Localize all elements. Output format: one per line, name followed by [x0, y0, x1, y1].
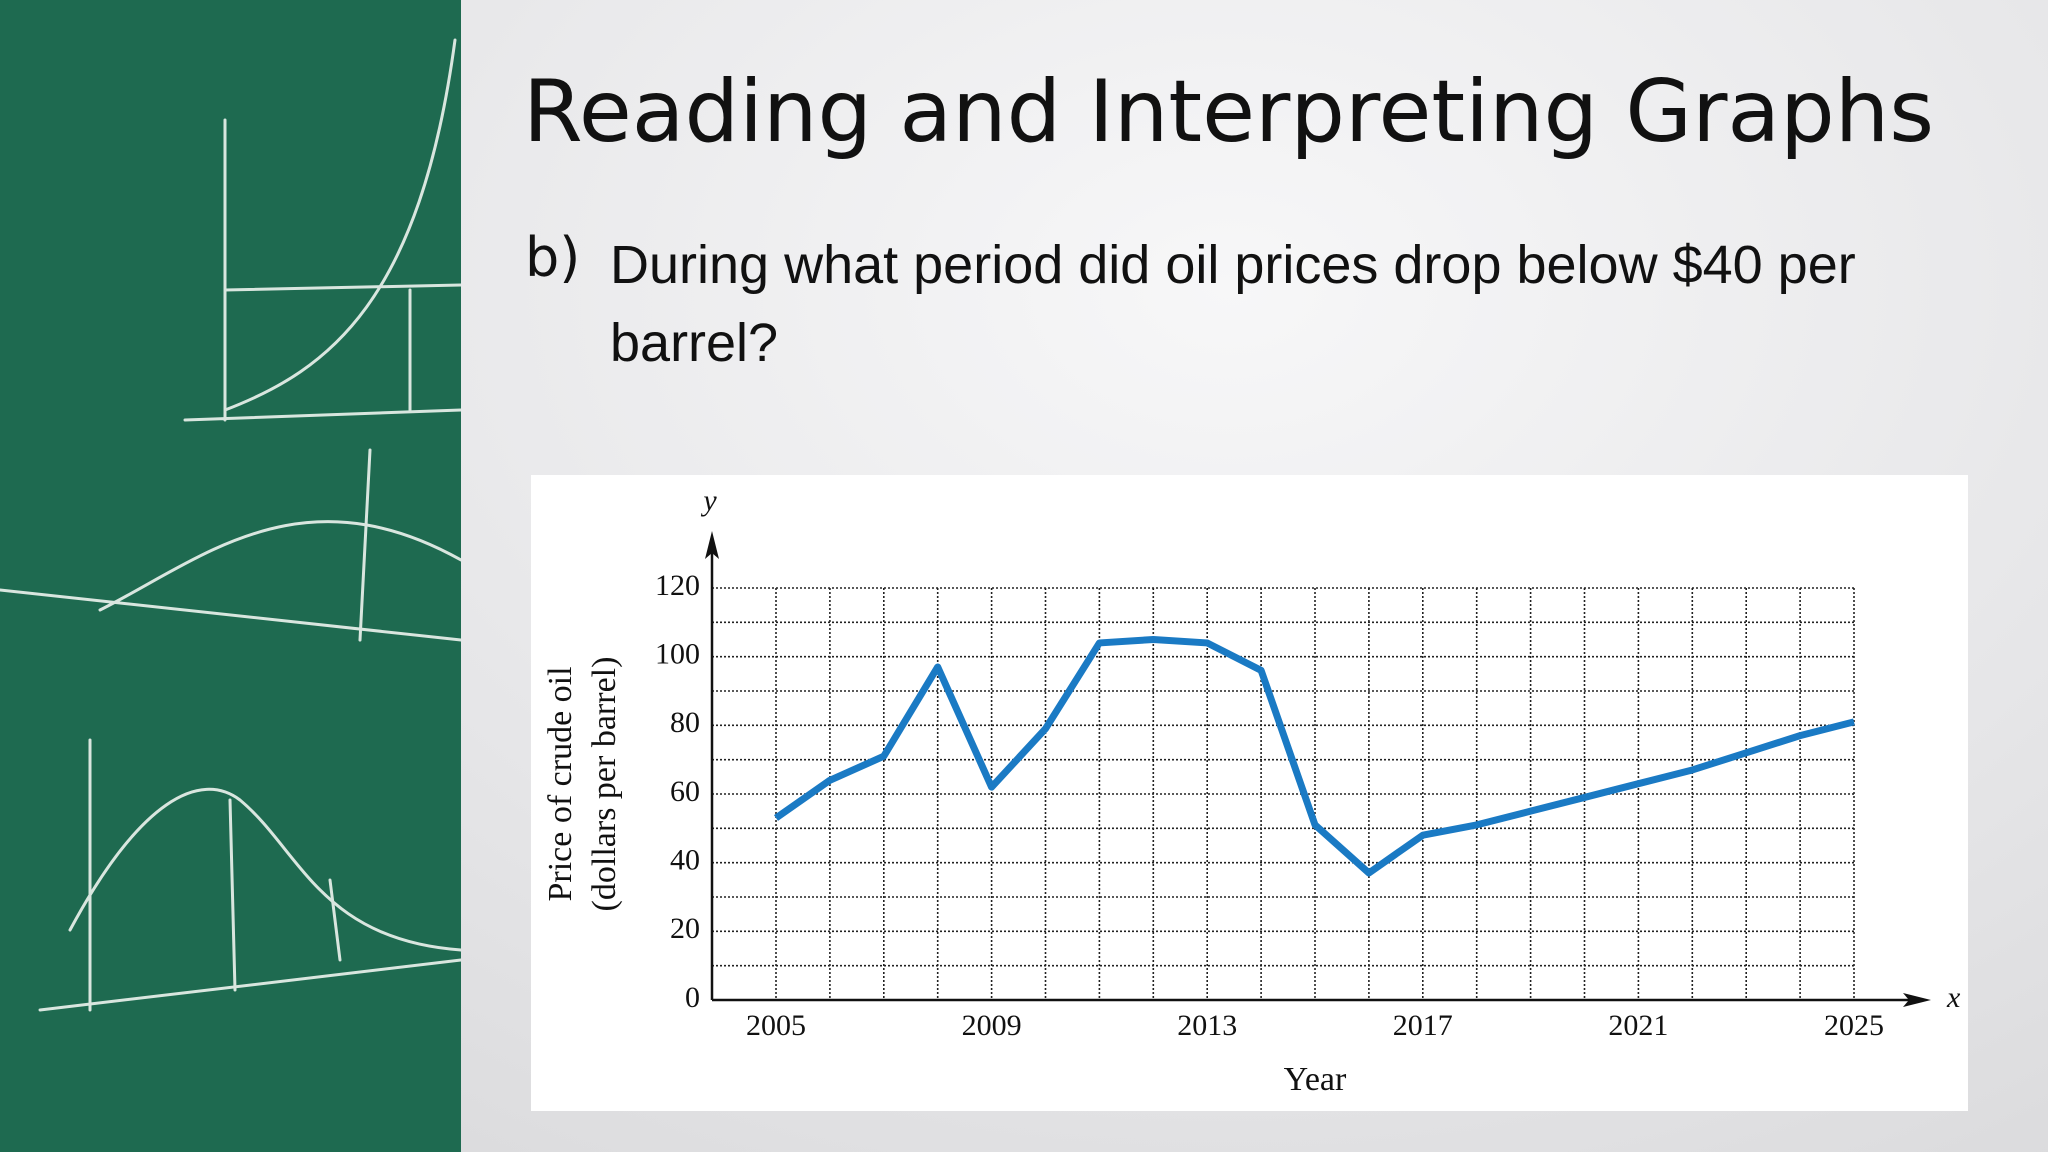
y-tick-label: 40 [670, 844, 700, 877]
x-axis-arrow [1903, 993, 1931, 1007]
y-axis-title: (dollars per barrel) [586, 657, 623, 912]
x-tick-label: 2017 [1393, 1009, 1453, 1042]
y-tick-label: 80 [670, 706, 700, 739]
y-tick-label: 0 [685, 981, 700, 1014]
x-tick-label: 2009 [962, 1009, 1022, 1042]
y-tick-label: 60 [670, 775, 700, 808]
chart-background [531, 475, 1968, 1111]
question-text: During what period did oil prices drop b… [610, 235, 1856, 373]
chart: 0 20 40 60 80 100 120 2005 2009 2013 2017 2021 2025 x… [531, 475, 1968, 1111]
x-tick-label: 2005 [746, 1009, 806, 1042]
x-tick-label: 2021 [1608, 1009, 1668, 1042]
y-tick-label: 120 [655, 569, 700, 602]
y-axis-letter: y [700, 484, 717, 517]
question-label: b) [525, 226, 581, 289]
x-axis-letter: x [1946, 981, 1961, 1014]
y-tick-label: 100 [655, 638, 700, 671]
data-line [773, 636, 1855, 877]
y-tick-label: 20 [670, 912, 700, 945]
x-axis-title: Year [1284, 1061, 1347, 1098]
y-axis-title: Price of crude oil [542, 666, 579, 901]
chalkboard [0, 0, 461, 1152]
x-tick-label: 2025 [1824, 1009, 1884, 1042]
y-axis-arrow [705, 531, 719, 559]
x-tick-label: 2013 [1177, 1009, 1237, 1042]
slide-title: Reading and Interpreting Graphs [523, 62, 1935, 162]
